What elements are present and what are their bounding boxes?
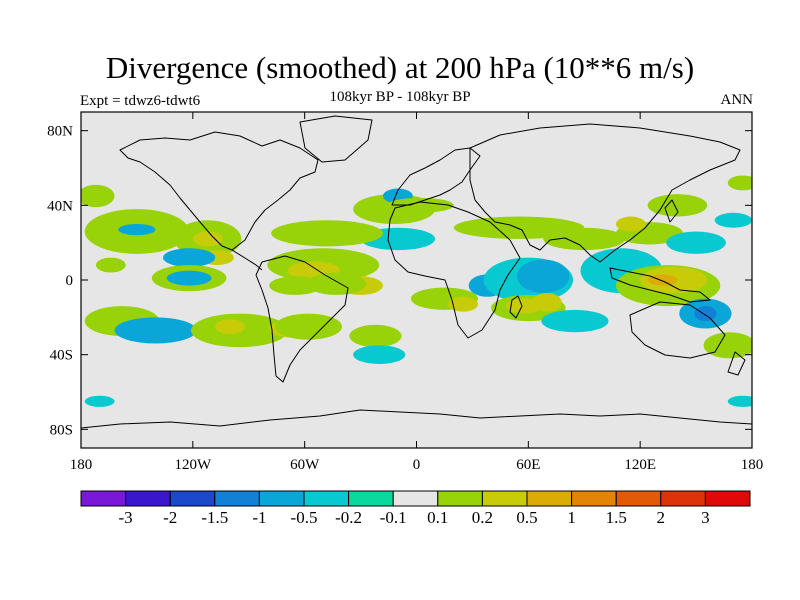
divergence-region-3	[95, 257, 126, 273]
divergence-region-23	[271, 220, 383, 247]
colorbar-swatch	[258, 490, 305, 507]
coastline-africa	[387, 201, 521, 339]
coastline-europe	[391, 147, 481, 206]
divergence-region-11	[114, 317, 197, 344]
colorbar-label: 2	[657, 508, 666, 527]
divergence-region-52	[84, 395, 115, 407]
x-tick-label: 120W	[174, 457, 212, 473]
coastline-greenland	[299, 115, 373, 163]
colorbar-swatch	[392, 490, 439, 507]
divergence-region-45	[666, 231, 726, 254]
y-tick-label: 40S	[50, 348, 73, 364]
divergence-region-38	[541, 309, 609, 333]
divergence-region-50	[714, 212, 752, 228]
y-tick-label: 40N	[47, 198, 73, 214]
divergence-region-2	[118, 224, 156, 236]
colorbar-swatch	[437, 490, 483, 507]
coastline-asia	[469, 123, 741, 263]
divergence-region-25	[349, 324, 402, 348]
divergence-region-42	[647, 274, 678, 286]
experiment-label: Expt = tdwz6-tdwt6	[80, 93, 201, 109]
coastline-madagascar	[509, 295, 523, 319]
colorbar-label: 3	[701, 508, 710, 527]
colorbar-label: 0.1	[427, 508, 448, 527]
divergence-region-51	[727, 175, 752, 191]
colorbar-label: -0.1	[380, 508, 407, 527]
divergence-region-49	[703, 332, 752, 359]
y-axis: 80N 40N 0 40S 80S	[47, 124, 752, 438]
colorbar-swatch	[80, 490, 127, 507]
season-label: ANN	[720, 92, 754, 108]
chart-subtitle: 108kyr BP - 108kyr BP	[329, 89, 471, 105]
divergence-region-19	[306, 272, 367, 295]
divergence-region-13	[215, 319, 246, 335]
divergence-region-48	[694, 306, 717, 322]
coastline-south-america	[255, 255, 349, 383]
divergence-region-27	[386, 197, 454, 213]
coastline-new-zealand	[727, 351, 746, 376]
divergence-region-9	[166, 270, 212, 286]
divergence-region-0	[81, 184, 115, 208]
colorbar-label: -3	[119, 508, 133, 527]
x-axis: 180 120W 60W 0 60E 120E 180	[70, 112, 764, 473]
colorbar-swatch	[169, 490, 216, 507]
coastline-japan	[664, 199, 679, 223]
colorbar-label: -1	[252, 508, 266, 527]
coastlines	[81, 115, 752, 429]
x-tick-label: 60W	[290, 457, 320, 473]
divergence-region-33	[517, 259, 570, 294]
divergence-region-53	[727, 395, 752, 407]
coastline-maritime-continent	[609, 267, 711, 303]
divergence-region-36	[532, 293, 562, 312]
colorbar-swatch	[526, 490, 573, 507]
y-tick-label: 80S	[50, 422, 73, 438]
colorbar-swatch	[615, 490, 662, 507]
coastline-australia	[629, 301, 726, 359]
y-tick-label: 0	[66, 273, 74, 289]
colorbar-swatch	[214, 490, 260, 507]
colorbar-label: -0.5	[291, 508, 318, 527]
divergence-field	[81, 175, 752, 407]
colorbar-label: -0.2	[335, 508, 362, 527]
y-tick-label: 80N	[47, 124, 73, 140]
colorbar-swatch	[704, 490, 751, 507]
x-tick-label: 180	[741, 457, 764, 473]
coastline-north-america	[119, 131, 319, 251]
colorbar-swatch	[481, 490, 528, 507]
colorbar-swatch	[303, 490, 350, 507]
colorbar-swatch	[571, 490, 617, 507]
colorbar-swatch	[348, 490, 394, 507]
divergence-region-29	[448, 296, 479, 312]
colorbar-swatch	[660, 490, 706, 507]
divergence-region-26	[353, 345, 406, 364]
divergence-region-44	[615, 216, 646, 232]
x-tick-label: 0	[413, 457, 421, 473]
colorbar: -3 -2 -1.5 -1 -0.5 -0.2 -0.1 0.1 0.2 0.5 1 1.5 2 3	[80, 490, 751, 527]
coastline-antarctica	[81, 409, 752, 429]
x-tick-label: 180	[70, 457, 93, 473]
divergence-region-5	[192, 231, 223, 247]
colorbar-label: -1.5	[201, 508, 228, 527]
x-tick-label: 60E	[516, 457, 540, 473]
chart-title: Divergence (smoothed) at 200 hPa (10**6 …	[105, 50, 695, 85]
colorbar-label: 1	[567, 508, 576, 527]
divergence-region-46	[647, 194, 708, 217]
divergence-region-24	[274, 313, 342, 340]
colorbar-swatch	[125, 490, 171, 507]
colorbar-label: 0.5	[516, 508, 537, 527]
divergence-region-37	[543, 227, 626, 251]
x-tick-label: 120E	[624, 457, 656, 473]
colorbar-label: 1.5	[606, 508, 627, 527]
divergence-region-7	[163, 248, 216, 267]
colorbar-label: -2	[163, 508, 177, 527]
colorbar-label: 0.2	[472, 508, 493, 527]
